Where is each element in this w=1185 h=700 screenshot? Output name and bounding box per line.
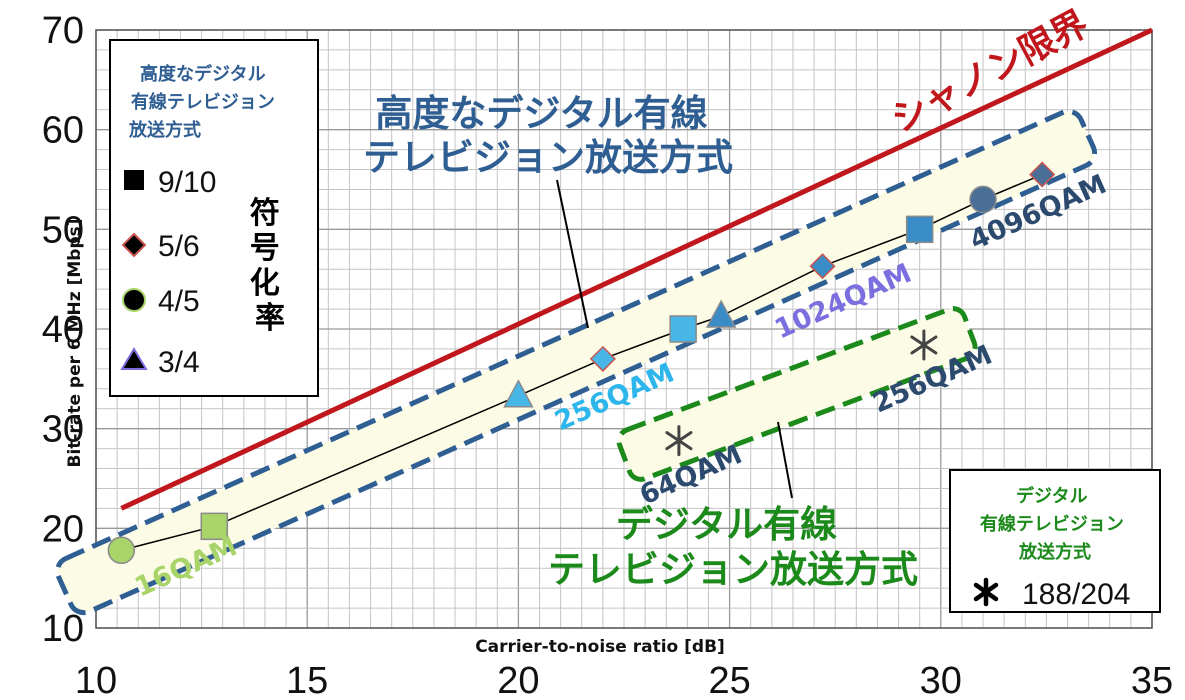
x-tick-label: 30 (920, 660, 962, 700)
legend-coding-rate-char-1: 符 (250, 196, 280, 231)
conventional-title-pointer (777, 421, 793, 499)
x-tick-labels: 10 15 20 25 30 35 (75, 660, 1173, 700)
legend-conventional-title-line-2: 有線テレビジョン (980, 513, 1124, 535)
data-point-diamond (809, 253, 836, 280)
x-tick-label: 35 (1131, 660, 1173, 700)
x-axis-title: Carrier-to-noise ratio [dB] (475, 637, 725, 657)
legend-conventional: デジタル 有線テレビジョン 放送方式 188/204 (949, 469, 1161, 613)
legend-diamond-marker (121, 232, 147, 258)
shannon-limit-line (120, 27, 1154, 511)
conventional-series-title-line-2: テレビジョン放送方式 (548, 548, 918, 591)
advanced-series-title-line-1: 高度なデジタル有線 (375, 92, 707, 135)
y-tick-labels: 10 20 30 40 50 60 70 (42, 10, 84, 650)
data-point-circle (107, 536, 136, 565)
data-point-diamond (589, 345, 616, 372)
legend-triangle-marker (120, 347, 148, 370)
x-tick-label: 10 (75, 660, 117, 700)
data-point-circle (969, 185, 997, 214)
legend-asterisk-marker (973, 577, 999, 607)
y-axis-title: Bit-rate per 6 MHz [Mbps] (65, 218, 85, 467)
legend-label-9-10: 9/10 (158, 166, 216, 199)
legend-coding-rate-char-3: 化 (250, 266, 280, 301)
advanced-series-points (107, 161, 1056, 565)
advanced-series-title: 高度なデジタル有線 テレビジョン放送方式 (363, 92, 733, 179)
y-tick-label: 40 (42, 309, 84, 351)
y-tick-label: 20 (42, 508, 84, 550)
legend-conventional-title-line-3: 放送方式 (1018, 541, 1091, 563)
data-point-triangle (503, 379, 534, 408)
legend-advanced-title-line-1: 高度なデジタル (140, 63, 266, 85)
legend-label-3-4: 3/4 (158, 346, 200, 379)
data-point-triangle (705, 299, 737, 328)
data-point-diamond (1029, 161, 1056, 188)
y-tick-label: 10 (42, 608, 84, 650)
data-point-asterisk (665, 425, 693, 457)
y-tick-label: 30 (42, 409, 84, 451)
x-tick-label: 25 (708, 660, 750, 700)
advanced-series-line (121, 173, 1043, 551)
data-point-square (200, 512, 229, 541)
advanced-band (54, 108, 1098, 616)
legend-conventional-title-line-1: デジタル (1016, 485, 1088, 507)
x-tick-label: 15 (286, 660, 328, 700)
legend-coding-rate-char-4: 率 (255, 301, 285, 336)
data-point-square (669, 315, 697, 343)
conventional-band (616, 306, 978, 482)
conventional-series-points (665, 329, 938, 457)
legend-circle-marker (122, 288, 146, 312)
y-tick-label: 70 (42, 10, 84, 52)
plot-frame (95, 29, 1153, 629)
conventional-series-title: デジタル有線 テレビジョン放送方式 (548, 503, 918, 591)
legend-conventional-title: デジタル 有線テレビジョン 放送方式 (980, 485, 1130, 563)
advanced-title-pointer (556, 179, 589, 329)
legend-label-188-204: 188/204 (1022, 578, 1130, 611)
legend-coding-rate-char-2: 号 (250, 231, 280, 266)
advanced-series-title-line-2: テレビジョン放送方式 (363, 136, 733, 179)
legend-advanced-title-line-3: 放送方式 (128, 119, 201, 141)
data-point-square (905, 215, 934, 244)
legend-advanced-title: 高度なデジタル 有線テレビジョン 放送方式 (128, 63, 281, 141)
legend-advanced: 高度なデジタル 有線テレビジョン 放送方式 9/10 5/6 4/5 3/4 符… (109, 39, 319, 397)
legend-label-5-6: 5/6 (158, 230, 200, 263)
legend-advanced-title-line-2: 有線テレビジョン (131, 91, 275, 113)
legend-coding-rate-label: 符 号 化 率 (250, 196, 290, 336)
conventional-series-title-line-1: デジタル有線 (616, 503, 837, 546)
legend-label-4-5: 4/5 (158, 285, 200, 318)
y-tick-label: 60 (42, 110, 84, 152)
y-tick-label: 50 (42, 209, 84, 251)
data-point-asterisk (910, 329, 938, 361)
legend-square-marker (124, 170, 144, 190)
x-tick-label: 20 (497, 660, 539, 700)
